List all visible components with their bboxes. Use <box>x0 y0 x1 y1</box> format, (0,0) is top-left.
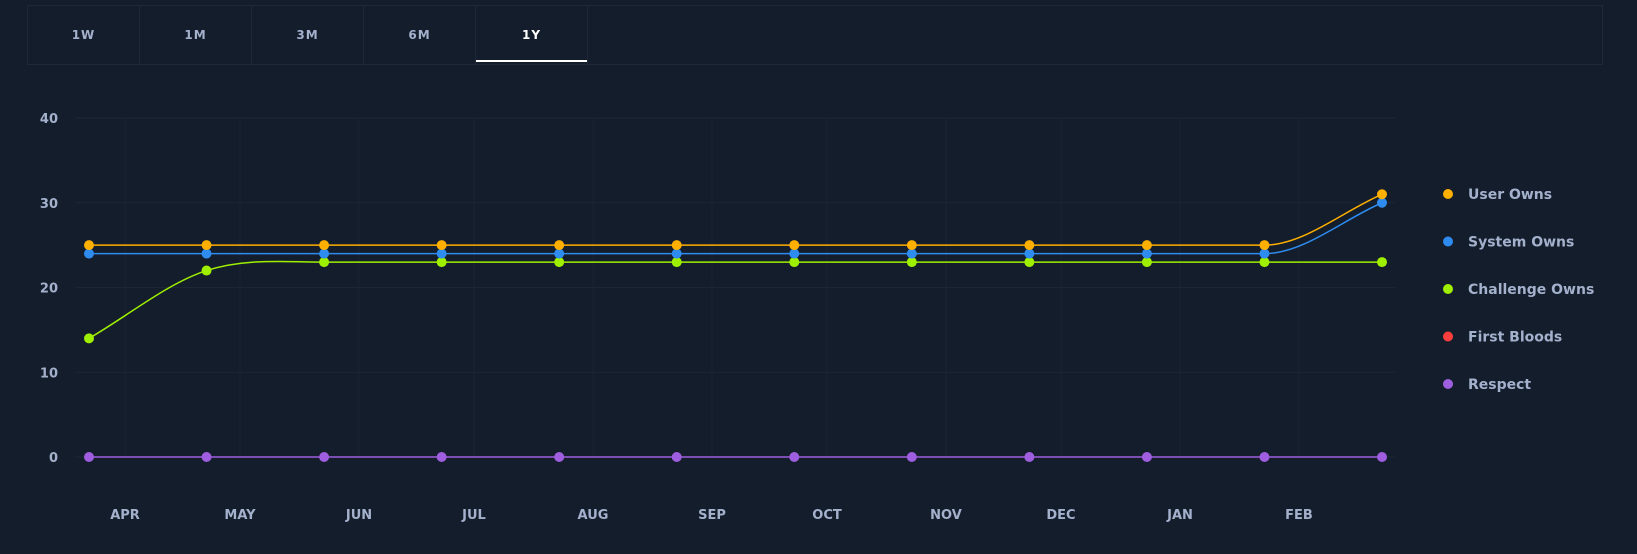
data-point-system-owns <box>906 248 917 259</box>
legend-label-challenge-owns: Challenge Owns <box>1468 282 1594 298</box>
tab-1m[interactable]: 1M <box>140 6 252 64</box>
x-tick-label: AUG <box>578 508 609 523</box>
data-point-respect <box>671 452 682 462</box>
y-tick-label: 0 <box>49 451 58 466</box>
data-point-user-owns <box>1024 240 1035 251</box>
legend-marker-system-owns <box>1443 236 1453 247</box>
x-tick-label: APR <box>110 508 140 523</box>
y-tick-label: 30 <box>40 197 58 212</box>
x-tick-label: NOV <box>930 508 962 523</box>
data-point-system-owns <box>1141 248 1152 259</box>
data-point-user-owns <box>906 240 917 251</box>
data-point-respect <box>1141 452 1152 462</box>
data-point-respect <box>1377 452 1387 462</box>
legend-label-user-owns: User Owns <box>1468 187 1552 203</box>
legend-marker-first-bloods <box>1443 331 1453 342</box>
data-point-challenge-owns <box>906 257 917 268</box>
data-point-system-owns <box>554 248 565 259</box>
x-tick-label: JUL <box>461 508 486 523</box>
x-tick-label: JUN <box>345 508 372 523</box>
data-point-system-owns <box>1024 248 1035 259</box>
tab-1y[interactable]: 1Y <box>476 6 588 64</box>
timeframe-tabs: 1W 1M 3M 6M 1Y <box>27 5 1603 65</box>
data-point-challenge-owns <box>671 257 682 268</box>
x-tick-label: FEB <box>1285 508 1313 523</box>
data-point-challenge-owns <box>201 265 212 276</box>
data-point-respect <box>906 452 917 462</box>
x-tick-label: MAY <box>224 508 256 523</box>
data-point-respect <box>789 452 800 462</box>
y-tick-label: 40 <box>40 112 58 127</box>
x-tick-label: JAN <box>1166 508 1193 523</box>
data-point-challenge-owns <box>1259 257 1270 268</box>
data-point-user-owns <box>554 240 565 251</box>
data-point-system-owns <box>1259 248 1270 259</box>
series-line-system-owns <box>89 202 1383 255</box>
data-point-respect <box>201 452 212 462</box>
tab-3m[interactable]: 3M <box>252 6 364 64</box>
data-point-user-owns <box>84 240 94 251</box>
data-point-system-owns <box>84 248 94 259</box>
data-point-user-owns <box>1377 189 1387 200</box>
data-point-user-owns <box>1259 240 1270 251</box>
series-line-challenge-owns <box>88 260 1382 339</box>
data-point-user-owns <box>201 240 212 251</box>
data-point-user-owns <box>789 240 800 251</box>
data-point-respect <box>84 452 94 462</box>
legend-marker-user-owns <box>1443 189 1453 199</box>
data-point-challenge-owns <box>1377 257 1387 268</box>
y-tick-label: 20 <box>40 282 58 297</box>
legend-label-first-bloods: First Bloods <box>1468 330 1562 346</box>
data-point-challenge-owns <box>554 257 565 268</box>
legend-label-respect: Respect <box>1468 377 1531 393</box>
legend-label-system-owns: System Owns <box>1468 235 1574 251</box>
data-point-respect <box>1024 452 1035 462</box>
data-point-challenge-owns <box>319 257 330 268</box>
x-tick-label: OCT <box>812 508 842 523</box>
data-point-user-owns <box>436 240 447 251</box>
data-point-system-owns <box>319 248 330 259</box>
data-point-system-owns <box>789 248 800 259</box>
data-point-system-owns <box>201 248 212 259</box>
data-point-respect <box>319 452 330 462</box>
data-point-system-owns <box>436 248 447 259</box>
tab-1w[interactable]: 1W <box>28 6 140 64</box>
legend-marker-respect <box>1443 379 1453 389</box>
data-point-system-owns <box>671 248 682 259</box>
series-line-user-owns <box>89 193 1383 246</box>
data-point-challenge-owns <box>1141 257 1152 268</box>
data-point-system-owns <box>1377 197 1387 208</box>
data-point-challenge-owns <box>436 257 447 268</box>
data-point-respect <box>436 452 447 462</box>
data-point-user-owns <box>1141 240 1152 251</box>
x-tick-label: SEP <box>698 508 726 523</box>
legend-marker-challenge-owns <box>1443 284 1453 294</box>
x-tick-label: DEC <box>1046 508 1075 523</box>
data-point-user-owns <box>671 240 682 251</box>
data-point-challenge-owns <box>1024 257 1035 268</box>
data-point-challenge-owns <box>84 333 94 344</box>
y-tick-label: 10 <box>40 366 58 381</box>
data-point-challenge-owns <box>789 257 800 268</box>
data-point-user-owns <box>319 240 330 251</box>
data-point-respect <box>554 452 565 462</box>
tab-6m[interactable]: 6M <box>364 6 476 64</box>
data-point-respect <box>1259 452 1270 462</box>
